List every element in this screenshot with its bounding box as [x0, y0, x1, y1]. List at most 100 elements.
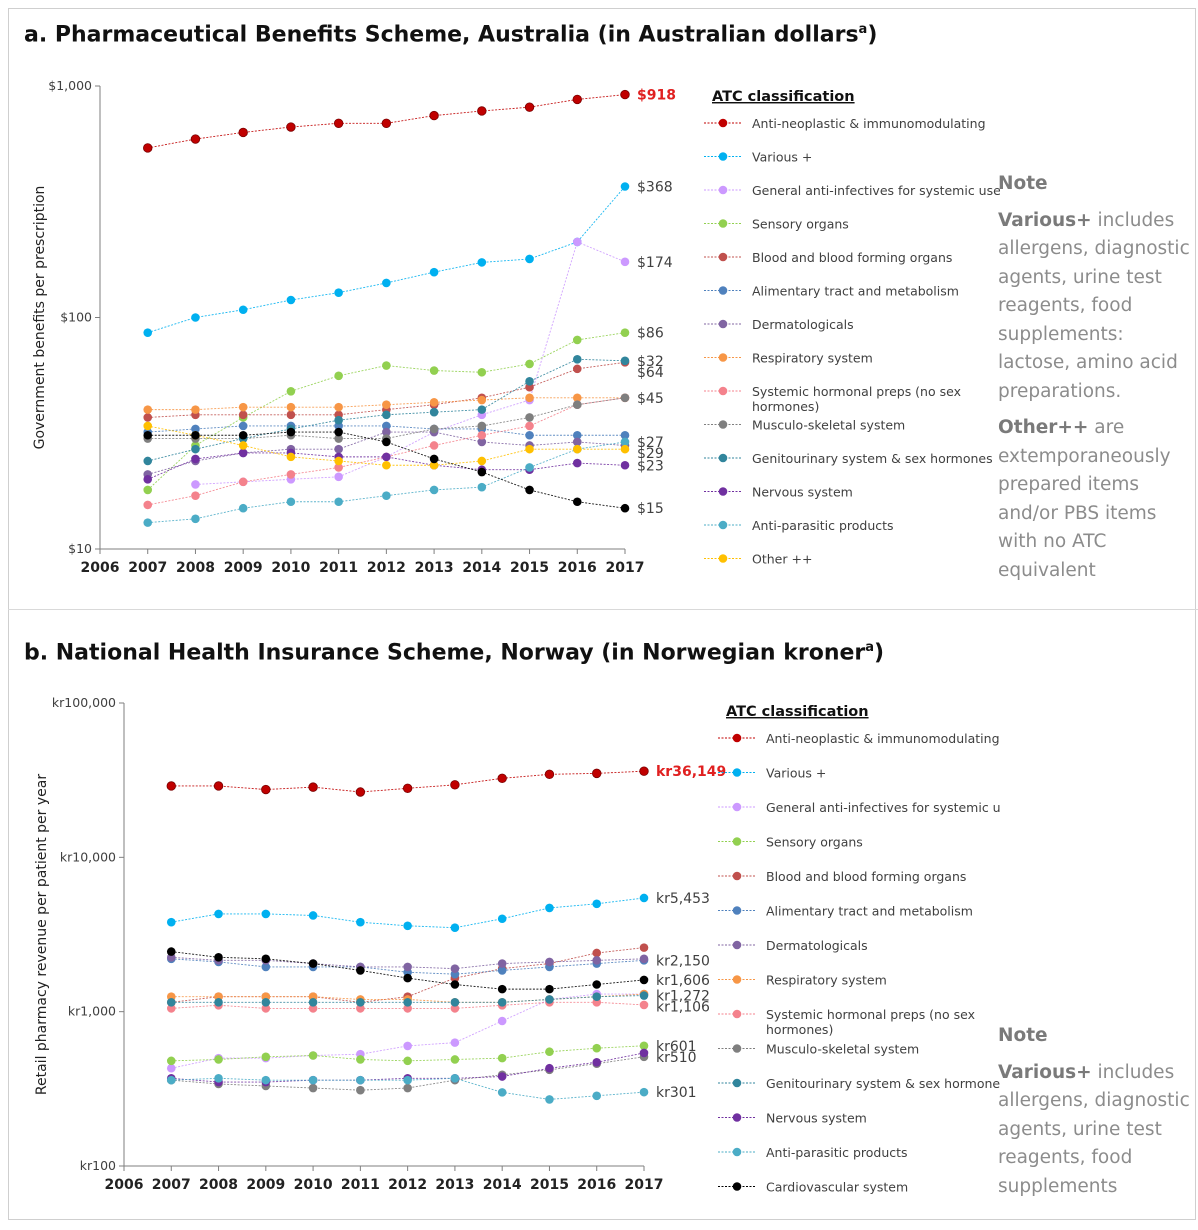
- legend-marker-genitourinary-system-sex-hormones: [718, 453, 728, 463]
- data-point-sensory-organs: [592, 1043, 602, 1053]
- data-point-anti-parasitic-products: [238, 503, 248, 513]
- end-label-cardiovascular-system: kr1,606: [656, 973, 710, 989]
- y-axis-label: Government benefits per prescription: [32, 186, 48, 450]
- data-point-anti-neoplastic-immunomodulating: [497, 773, 507, 784]
- data-point-other: [620, 444, 630, 454]
- data-point-respiratory-system: [143, 405, 153, 414]
- data-point-genitourinary-system-sex-hormones: [639, 991, 649, 1000]
- data-point-respiratory-system: [286, 402, 296, 412]
- legend-marker-general-anti-infectives-for-systemic-use: [732, 802, 742, 812]
- data-point-dermatologicals: [382, 427, 391, 437]
- data-point-genitourinary-system-sex-hormones: [308, 997, 318, 1007]
- legend-title: ATC classification: [712, 89, 855, 105]
- data-point-genitourinary-system-sex-hormones: [450, 997, 460, 1007]
- x-tick-label: 2012: [388, 1177, 427, 1193]
- data-point-musculo-skeletal-system: [572, 400, 582, 410]
- data-point-respiratory-system: [525, 393, 534, 403]
- data-point-various: [356, 917, 365, 927]
- data-point-various: [620, 182, 630, 191]
- data-point-anti-parasitic-products: [191, 514, 200, 524]
- data-point-other: [525, 444, 534, 454]
- data-point-various: [403, 921, 412, 931]
- data-point-sensory-organs: [525, 359, 534, 369]
- x-tick-label: 2010: [271, 560, 310, 576]
- data-point-anti-parasitic-products: [334, 497, 343, 507]
- end-label-anti-parasitic-products: kr301: [656, 1085, 697, 1101]
- data-point-systemic-hormonal-preps-no-sex-hormones: [166, 1004, 176, 1013]
- data-point-other: [143, 421, 153, 431]
- data-point-cardiovascular-system: [261, 954, 271, 964]
- data-point-anti-parasitic-products: [166, 1075, 176, 1085]
- legend-label-systemic-hormonal-preps-no-sex-hormones: Systemic hormonal preps (no sex hormones): [766, 1007, 975, 1037]
- data-point-anti-parasitic-products: [382, 491, 391, 500]
- data-point-sensory-organs: [572, 335, 582, 345]
- x-tick-label: 2007: [152, 1177, 191, 1193]
- x-tick-label: 2008: [199, 1177, 238, 1193]
- data-point-various: [308, 911, 318, 920]
- data-point-sensory-organs: [334, 371, 343, 381]
- data-point-systemic-hormonal-preps-no-sex-hormones: [143, 500, 153, 510]
- legend-label-musculo-skeletal-system: Musculo-skeletal system: [752, 418, 905, 433]
- data-point-various: [429, 267, 439, 277]
- end-label-musculo-skeletal-system: kr510: [656, 1050, 697, 1066]
- x-tick-label: 2016: [558, 560, 597, 576]
- data-point-various: [592, 899, 602, 909]
- x-tick-label: 2015: [510, 560, 549, 576]
- data-point-musculo-skeletal-system: [525, 413, 534, 422]
- data-point-anti-neoplastic-immunomodulating: [143, 143, 153, 153]
- x-tick-label: 2013: [435, 1177, 474, 1193]
- data-point-anti-neoplastic-immunomodulating: [355, 787, 366, 797]
- data-point-general-anti-infectives-for-systemic-use: [572, 237, 582, 247]
- data-point-systemic-hormonal-preps-no-sex-hormones: [639, 1000, 649, 1010]
- data-point-respiratory-system: [429, 398, 439, 407]
- end-label-extra: $15: [637, 501, 664, 517]
- data-point-systemic-hormonal-preps-no-sex-hormones: [308, 1004, 318, 1013]
- data-point-series: [572, 497, 582, 507]
- data-point-anti-parasitic-products: [356, 1075, 365, 1085]
- series-line-dermatologicals: [147, 431, 626, 475]
- data-point-genitourinary-system-sex-hormones: [572, 354, 582, 364]
- data-point-alimentary-tract-and-metabolism: [191, 424, 200, 434]
- data-point-anti-parasitic-products: [639, 1087, 649, 1097]
- legend-label-alimentary-tract-and-metabolism: Alimentary tract and metabolism: [766, 904, 973, 919]
- data-point-nervous-system: [592, 1057, 602, 1067]
- data-point-other: [286, 452, 296, 462]
- data-point-musculo-skeletal-system: [308, 1083, 318, 1093]
- legend-label-alimentary-tract-and-metabolism: Alimentary tract and metabolism: [752, 284, 959, 299]
- data-point-series: [525, 485, 534, 495]
- data-point-various: [286, 295, 296, 305]
- legend-label-various: Various +: [752, 150, 812, 165]
- end-label-sensory-organs: $86: [637, 326, 664, 342]
- data-point-sensory-organs: [545, 1047, 554, 1057]
- legend-label-general-anti-infectives-for-systemic-use: General anti-infectives for systemic use: [752, 183, 1000, 198]
- y-tick-label: kr10,000: [60, 849, 116, 864]
- legend-marker-anti-neoplastic-immunomodulating: [718, 118, 728, 128]
- data-point-alimentary-tract-and-metabolism: [620, 430, 630, 440]
- data-point-series: [334, 427, 343, 437]
- legend-marker-dermatologicals: [732, 940, 742, 950]
- data-point-alimentary-tract-and-metabolism: [261, 962, 271, 972]
- panel-a-title: a. Pharmaceutical Benefits Scheme, Austr…: [24, 22, 878, 48]
- series-line-anti-neoplastic-immunomodulating: [171, 770, 645, 793]
- end-label-sensory-organs: kr601: [656, 1039, 697, 1055]
- data-point-sensory-organs: [143, 485, 153, 495]
- data-point-genitourinary-system-sex-hormones: [143, 456, 153, 466]
- data-point-anti-parasitic-products: [429, 485, 439, 495]
- legend-label-sensory-organs: Sensory organs: [766, 835, 863, 850]
- data-point-systemic-hormonal-preps-no-sex-hormones: [334, 463, 343, 472]
- legend-marker-systemic-hormonal-preps-no-sex-hormones: [718, 386, 728, 396]
- data-point-anti-neoplastic-immunomodulating: [450, 780, 460, 790]
- x-tick-label: 2011: [341, 1177, 380, 1193]
- data-point-alimentary-tract-and-metabolism: [497, 966, 507, 975]
- data-point-anti-neoplastic-immunomodulating: [592, 768, 602, 779]
- x-tick-label: 2009: [224, 560, 263, 576]
- data-point-genitourinary-system-sex-hormones: [429, 407, 439, 417]
- data-point-other: [334, 456, 343, 466]
- note-a-p2: are extemporaneously prepared items and/…: [998, 417, 1171, 581]
- x-tick-label: 2014: [483, 1177, 522, 1193]
- data-point-nervous-system: [143, 475, 153, 484]
- data-point-various: [382, 278, 391, 288]
- data-point-sensory-organs: [261, 1052, 271, 1062]
- legend-marker-alimentary-tract-and-metabolism: [718, 286, 728, 295]
- data-point-anti-parasitic-products: [261, 1075, 271, 1085]
